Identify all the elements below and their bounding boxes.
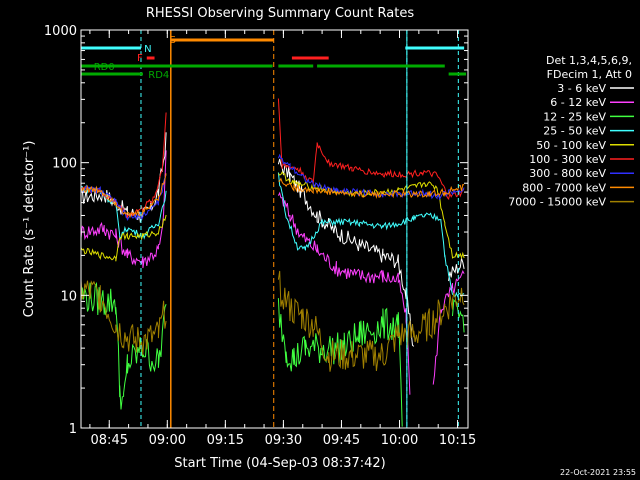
flag-label-n: N bbox=[144, 44, 151, 55]
legend-entry-label: 50 - 100 keV bbox=[536, 139, 606, 152]
series-line bbox=[80, 150, 465, 395]
y-tick-label: 1 bbox=[69, 422, 77, 437]
series-line bbox=[80, 270, 465, 372]
legend-header-line2: FDecim 1, Att 0 bbox=[547, 68, 632, 81]
x-tick-label: 08:45 bbox=[91, 433, 128, 448]
x-tick-label: 09:45 bbox=[323, 433, 360, 448]
y-tick-label: 100 bbox=[52, 157, 77, 172]
legend-entry-label: 25 - 50 keV bbox=[543, 125, 606, 138]
x-tick-label: 10:00 bbox=[381, 433, 418, 448]
x-tick-label: 09:30 bbox=[265, 433, 302, 448]
flag-label-s: S bbox=[170, 35, 176, 46]
legend-entry-label: 100 - 300 keV bbox=[529, 153, 606, 166]
y-tick-label: 10 bbox=[60, 289, 77, 304]
x-tick-label: 09:00 bbox=[149, 433, 186, 448]
tick-layer: 1 10 100 1000 08:45 09:00 09:15 09:30 09:45 10:00… bbox=[44, 24, 476, 448]
flag-label-f: F bbox=[137, 53, 143, 64]
plot-frame bbox=[80, 29, 469, 429]
footer-date: 22-Oct-2021 23:55 bbox=[560, 468, 636, 477]
legend-entry-label: 12 - 25 keV bbox=[543, 110, 606, 123]
legend-entry-label: 3 - 6 keV bbox=[557, 82, 606, 95]
series-layer bbox=[80, 98, 465, 427]
series-line bbox=[80, 173, 465, 219]
legend-header-line1: Det 1,3,4,5,6,9, bbox=[546, 54, 632, 67]
x-tick-label: 10:15 bbox=[439, 433, 476, 448]
x-axis-label: Start Time (04-Sep-03 08:37:42) bbox=[174, 456, 385, 471]
y-tick-label: 1000 bbox=[44, 24, 77, 39]
legend-entry-label: 6 - 12 keV bbox=[550, 96, 606, 109]
legend-entry-label: 7000 - 15000 keV bbox=[508, 196, 606, 209]
flag-label-rd4: RD4 bbox=[148, 70, 169, 81]
series-line bbox=[80, 153, 465, 221]
legend-entry-label: 300 - 800 keV bbox=[529, 167, 606, 180]
y-axis-label: Count Rate (s⁻¹ detector⁻¹) bbox=[22, 141, 37, 318]
chart-title: RHESSI Observing Summary Count Rates bbox=[146, 6, 415, 21]
marker-layer: S NF RD0 RD4 bbox=[80, 30, 467, 428]
legend-entry-label: 800 - 7000 keV bbox=[522, 181, 606, 194]
flag-label-rd0: RD0 bbox=[94, 62, 115, 73]
x-tick-label: 09:15 bbox=[207, 433, 244, 448]
